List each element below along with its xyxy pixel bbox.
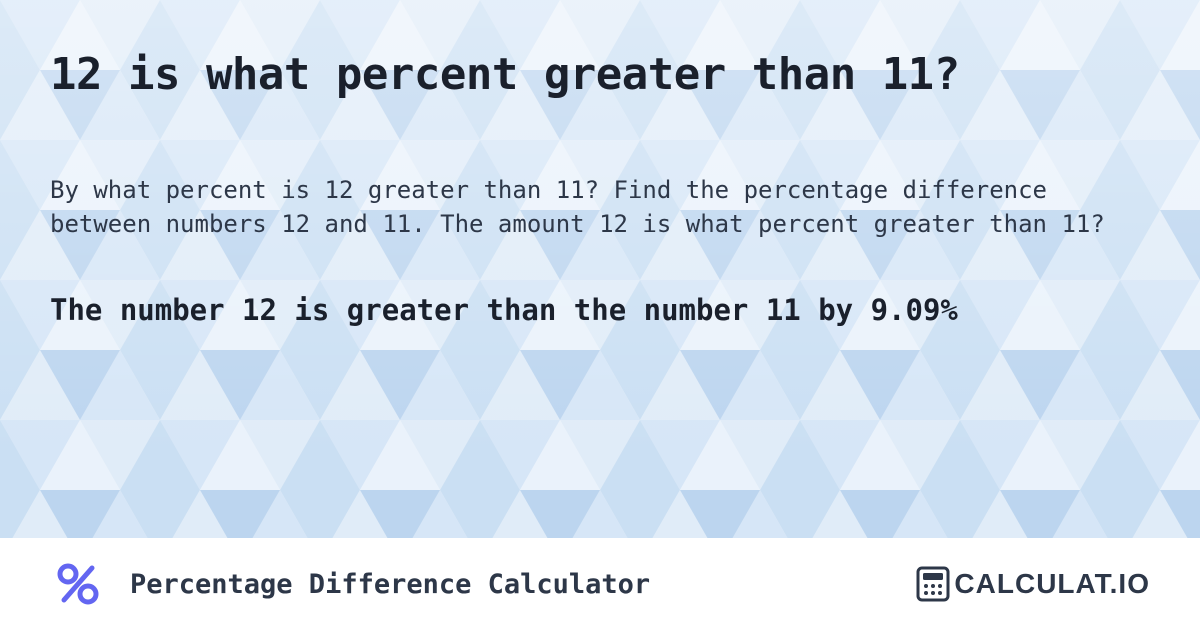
footer: Percentage Difference Calculator CALCULA… — [0, 538, 1200, 630]
percent-icon — [54, 560, 102, 608]
main-content: 12 is what percent greater than 11? By w… — [0, 0, 1200, 630]
question-description: By what percent is 12 greater than 11? F… — [50, 173, 1140, 243]
calculator-name: Percentage Difference Calculator — [130, 569, 650, 600]
brand: CALCULAT.IO — [915, 566, 1150, 602]
brand-text: CALCULAT.IO — [954, 568, 1150, 600]
calculator-icon — [915, 566, 951, 602]
page-title: 12 is what percent greater than 11? — [50, 50, 1150, 101]
answer-text: The number 12 is greater than the number… — [50, 290, 1150, 331]
footer-left: Percentage Difference Calculator — [54, 560, 650, 608]
